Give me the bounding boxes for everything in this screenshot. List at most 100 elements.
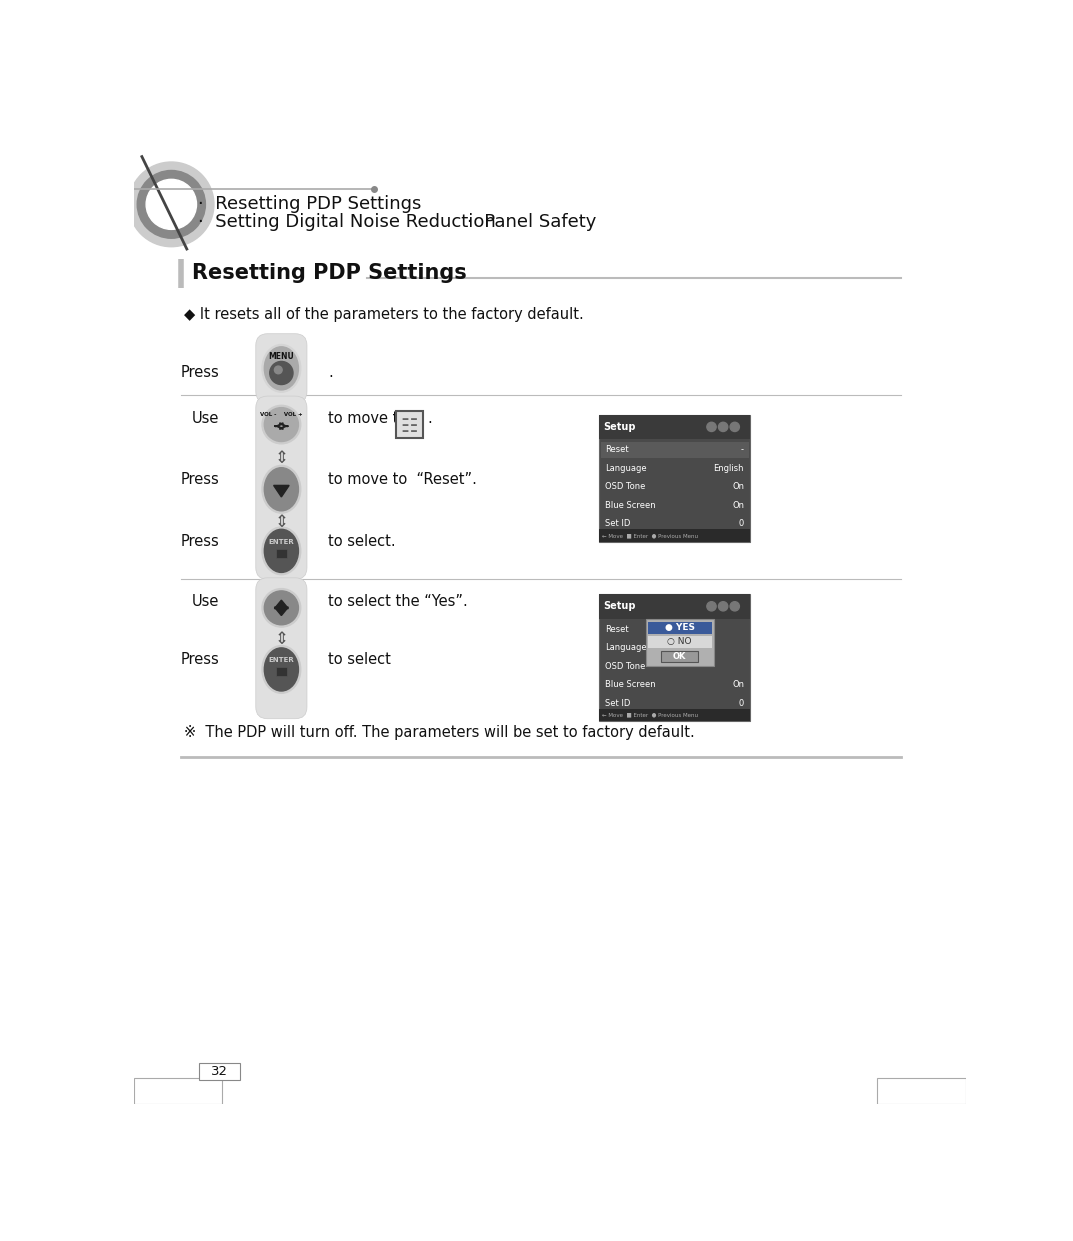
Text: Language: Language (605, 643, 647, 653)
Bar (601, 658, 749, 675)
Text: to select.: to select. (328, 534, 396, 549)
Text: to select: to select (328, 652, 391, 666)
Text: Press: Press (180, 473, 219, 488)
Text: ⇕: ⇕ (275, 514, 289, 531)
Text: ·  Resetting PDP Settings: · Resetting PDP Settings (197, 195, 421, 213)
Text: Language: Language (605, 464, 647, 473)
Text: .: . (427, 411, 431, 426)
Bar (599, 709, 750, 721)
Ellipse shape (269, 361, 293, 385)
FancyBboxPatch shape (255, 334, 307, 403)
Ellipse shape (707, 602, 716, 611)
Text: to move to  “Reset”.: to move to “Reset”. (328, 473, 476, 488)
FancyBboxPatch shape (255, 578, 307, 719)
Bar (134, 1078, 222, 1104)
Bar (601, 676, 749, 694)
Text: ← Move  ■ Enter  ● Previous Menu: ← Move ■ Enter ● Previous Menu (602, 532, 699, 537)
Text: Press: Press (180, 365, 219, 380)
Ellipse shape (262, 406, 300, 444)
Ellipse shape (129, 163, 214, 247)
Bar (601, 496, 749, 514)
Bar (601, 479, 749, 495)
Ellipse shape (262, 465, 300, 513)
Bar (200, 1062, 239, 1080)
Text: On: On (732, 501, 744, 510)
Text: 0: 0 (739, 520, 744, 529)
Text: Reset: Reset (605, 446, 629, 454)
Bar (601, 515, 749, 532)
Ellipse shape (275, 366, 282, 374)
Text: ← Move  ■ Enter  ● Previous Menu: ← Move ■ Enter ● Previous Menu (602, 712, 699, 717)
Text: OK: OK (673, 652, 687, 661)
Text: ·  Panel Safety: · Panel Safety (468, 212, 597, 231)
Bar (396, 412, 423, 438)
Ellipse shape (262, 588, 300, 627)
Bar (601, 620, 749, 638)
Ellipse shape (146, 180, 196, 230)
Ellipse shape (730, 422, 739, 432)
Bar (601, 639, 749, 656)
Bar (599, 414, 750, 541)
Text: ※  The PDP will turn off. The parameters will be set to factory default.: ※ The PDP will turn off. The parameters … (185, 725, 695, 740)
Ellipse shape (264, 648, 298, 691)
Bar (648, 622, 711, 634)
Text: to select the “Yes”.: to select the “Yes”. (328, 594, 468, 609)
Bar (661, 652, 699, 661)
Text: ⇕: ⇕ (275, 629, 289, 648)
Ellipse shape (719, 602, 727, 611)
Bar (646, 618, 714, 666)
Text: 0: 0 (739, 699, 744, 707)
Bar (599, 594, 750, 721)
Ellipse shape (137, 170, 205, 238)
Ellipse shape (730, 602, 739, 611)
Text: English: English (714, 464, 744, 473)
Text: Press: Press (180, 534, 219, 549)
Text: On: On (732, 483, 744, 491)
Text: ◆ It resets all of the parameters to the factory default.: ◆ It resets all of the parameters to the… (185, 307, 585, 321)
Text: to move to: to move to (328, 411, 407, 426)
Ellipse shape (264, 407, 298, 442)
Text: MENU: MENU (268, 352, 294, 361)
Bar (599, 530, 750, 541)
Text: ⇕: ⇕ (275, 449, 289, 468)
Text: Resetting PDP Settings: Resetting PDP Settings (192, 263, 467, 283)
Bar (276, 668, 286, 676)
FancyBboxPatch shape (255, 396, 307, 580)
Text: Blue Screen: Blue Screen (605, 501, 656, 510)
Text: On: On (732, 680, 744, 689)
Text: VOL -    VOL +: VOL - VOL + (260, 412, 303, 417)
Text: ENTER: ENTER (268, 539, 294, 545)
Ellipse shape (719, 422, 727, 432)
Polygon shape (274, 485, 289, 496)
Text: 32: 32 (211, 1065, 227, 1078)
Text: Use: Use (192, 411, 219, 426)
Ellipse shape (707, 422, 716, 432)
Text: ● YES: ● YES (665, 623, 694, 633)
Ellipse shape (262, 645, 300, 694)
Text: Press: Press (180, 652, 219, 666)
Ellipse shape (264, 591, 298, 624)
Bar (601, 442, 749, 458)
Bar (878, 1078, 966, 1104)
Bar (599, 594, 750, 618)
Text: .: . (328, 365, 333, 380)
Bar (599, 414, 750, 439)
Bar (648, 635, 711, 648)
Text: Blue Screen: Blue Screen (605, 680, 656, 689)
Polygon shape (275, 607, 289, 616)
Text: Reset: Reset (605, 625, 629, 634)
Text: ENTER: ENTER (268, 658, 294, 663)
Bar (601, 695, 749, 712)
Bar (601, 460, 749, 477)
Bar (276, 549, 286, 557)
Ellipse shape (264, 468, 298, 511)
Polygon shape (275, 601, 289, 608)
Ellipse shape (262, 345, 300, 392)
Text: OSD Tone: OSD Tone (605, 483, 646, 491)
Text: Setup: Setup (603, 602, 635, 612)
Text: ☷: ☷ (400, 417, 418, 436)
Text: Setup: Setup (603, 422, 635, 432)
Text: ○ NO: ○ NO (667, 637, 692, 647)
Text: -: - (741, 446, 744, 454)
Ellipse shape (264, 530, 298, 572)
